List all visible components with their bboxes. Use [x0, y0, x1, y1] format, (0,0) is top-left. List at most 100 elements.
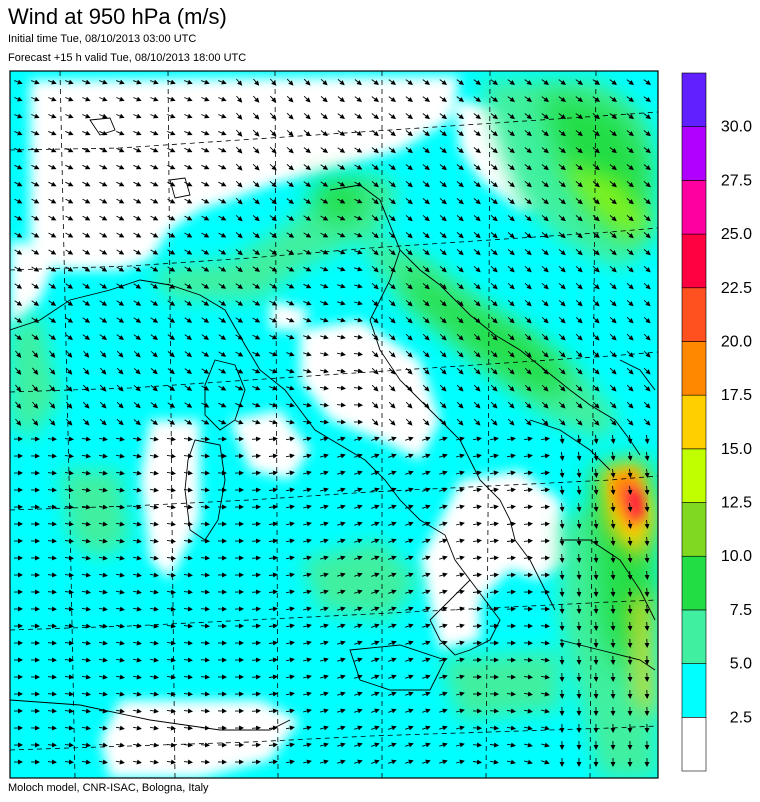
wind-arrow [184, 232, 193, 238]
wind-arrow [302, 368, 312, 374]
wind-arrow [422, 401, 430, 409]
wind-arrow [388, 418, 396, 426]
wind-arrow [507, 384, 515, 392]
wind-arrow [593, 621, 599, 631]
wind-arrow [320, 385, 329, 391]
wind-arrow [490, 436, 499, 442]
wind-arrow [99, 317, 108, 323]
wind-arrow [82, 198, 91, 204]
wind-arrow [541, 367, 549, 375]
wind-arrow [32, 418, 39, 426]
wind-arrow [524, 282, 532, 290]
wind-arrow [541, 418, 549, 426]
wind-arrow [609, 316, 617, 324]
wind-arrow [575, 299, 583, 307]
wind-arrow [235, 180, 243, 188]
wind-arrow [269, 266, 278, 272]
wind-arrow [558, 333, 566, 341]
wind-arrow [47, 589, 57, 595]
wind-arrow [218, 147, 227, 153]
wind-arrow [592, 249, 600, 256]
wind-arrow [235, 385, 244, 391]
wind-arrow [235, 317, 244, 323]
wind-arrow [303, 266, 312, 272]
wind-arrow [82, 79, 91, 85]
wind-arrow [14, 113, 23, 119]
wind-arrow [524, 198, 532, 205]
wind-arrow [541, 384, 549, 392]
wind-arrow [200, 708, 210, 714]
wind-arrow [626, 418, 634, 426]
wind-arrow [558, 164, 566, 171]
wind-arrow [252, 385, 261, 391]
wind-arrow [524, 113, 532, 120]
wind-arrow [167, 181, 176, 187]
wind-arrow [455, 436, 465, 442]
wind-arrow [200, 657, 210, 663]
wind-arrow [575, 79, 584, 86]
wind-arrow [320, 78, 328, 86]
wind-arrow [575, 198, 583, 205]
wind-arrow [218, 215, 227, 221]
wind-arrow [490, 350, 498, 358]
wind-arrow [133, 147, 142, 153]
colorbar-swatch [681, 72, 707, 127]
wind-arrow [252, 317, 261, 323]
wind-arrow [422, 384, 430, 392]
wind-arrow [609, 299, 617, 307]
wind-arrow [422, 232, 430, 239]
wind-arrow [473, 367, 481, 375]
wind-arrow [252, 351, 261, 357]
wind-arrow [541, 198, 549, 205]
wind-arrow [82, 367, 90, 375]
wind-arrow [439, 130, 447, 137]
wind-arrow [473, 282, 481, 290]
wind-arrow [524, 316, 532, 324]
wind-arrow [99, 350, 107, 358]
wind-arrow [422, 147, 430, 154]
wind-arrow [626, 147, 634, 154]
wind-arrow [439, 401, 447, 409]
colorbar-legend: 2.5 5.0 7.5 10.0 12.5 15.0 17.5 20.0 22.5 25.0 27.… [681, 72, 752, 772]
wind-arrow [184, 385, 193, 391]
wind-arrow [83, 350, 90, 358]
wind-arrow [541, 232, 549, 239]
wind-arrow [65, 181, 74, 187]
wind-arrow [575, 130, 583, 137]
wind-arrow [354, 283, 363, 289]
wind-arrow [609, 282, 617, 290]
wind-arrow [235, 214, 243, 222]
wind-arrow [524, 436, 533, 442]
wind-arrow [371, 436, 380, 442]
wind-arrow [269, 351, 278, 357]
wind-arrow [456, 282, 464, 290]
wind-arrow [65, 418, 73, 426]
wind-arrow [133, 419, 141, 426]
wind-arrow [99, 113, 108, 119]
wind-arrow [133, 350, 141, 358]
wind-arrow [354, 334, 363, 340]
wind-arrow [286, 95, 294, 103]
wind-arrow [490, 147, 498, 154]
wind-arrow [150, 164, 159, 170]
wind-arrow [507, 130, 515, 137]
wind-arrow [133, 215, 142, 221]
wind-arrow [456, 113, 464, 120]
wind-arrow [439, 384, 447, 392]
wind-arrow [524, 164, 532, 171]
wind-arrow [643, 79, 652, 86]
wind-arrow [626, 299, 634, 307]
wind-arrow [319, 419, 329, 425]
wind-arrow [82, 164, 91, 170]
wind-arrow [575, 367, 583, 375]
wind-arrow [558, 79, 567, 86]
wind-arrow [456, 265, 464, 273]
wind-arrow [99, 181, 108, 187]
wind-arrow [320, 232, 329, 238]
wind-arrow [405, 130, 413, 137]
wind-arrow [575, 333, 583, 341]
wind-arrow [626, 198, 634, 205]
wind-arrow [150, 334, 158, 340]
wind-arrow [507, 113, 515, 120]
